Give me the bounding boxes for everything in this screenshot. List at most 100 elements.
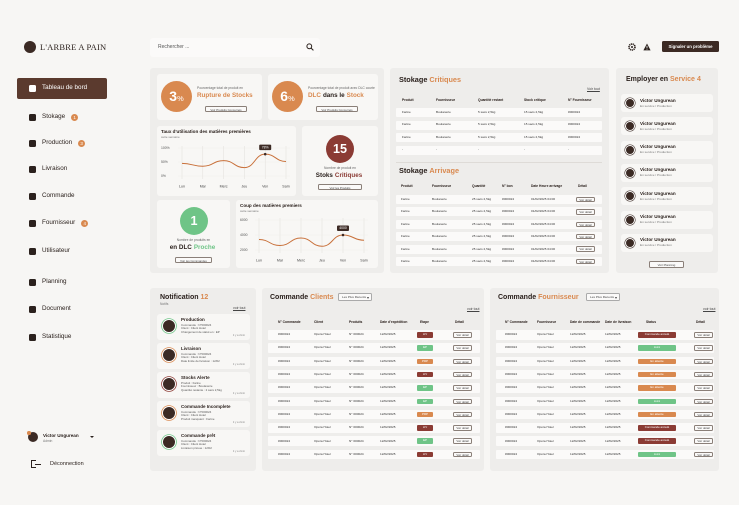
table-cell: Opéra Hotel (537, 451, 554, 456)
table-cell: 12/02/2025 (605, 398, 621, 403)
nav-item[interactable]: Fournisseur 4 (29, 218, 89, 228)
link[interactable]: Voir tout (587, 87, 600, 91)
filter-dropdown[interactable]: Les Plus Récents (586, 293, 620, 301)
filter-dropdown[interactable]: Les Plus Récents (338, 293, 372, 301)
button[interactable]: Voir détail (694, 385, 713, 391)
employee-name: Victor Ungurean (640, 190, 676, 196)
button[interactable]: Voir détail (694, 358, 713, 365)
status-badge: Livré (638, 398, 676, 404)
search-box[interactable] (150, 38, 320, 57)
button[interactable]: Voir détail (576, 221, 595, 228)
user-menu-caret[interactable] (90, 436, 94, 438)
link[interactable]: voir tout (233, 306, 246, 310)
notification-time: il y a 2min (233, 420, 246, 424)
status-badge: LIV (417, 451, 433, 458)
button[interactable]: Voir détail (576, 209, 595, 215)
button[interactable]: Voir détail (453, 358, 472, 365)
notification-title: Stocks Alerte (181, 375, 210, 380)
nav-label: Fournisseur (42, 218, 76, 226)
table-cell: 12/02/2025 (380, 345, 396, 350)
x-tick-label: Mar (200, 184, 207, 188)
button[interactable]: Voir Produits Concernés (205, 106, 247, 112)
table-row (396, 244, 602, 254)
table-cell: 25 sacs 2,5kg (472, 234, 492, 239)
table-cell: 12/02/2025 (380, 372, 396, 377)
nav-item[interactable]: Document (29, 305, 71, 314)
warning-icon[interactable] (643, 43, 651, 51)
button[interactable]: Voir détail (694, 438, 713, 444)
section-subtitle: Notifs (160, 301, 169, 306)
x-tick-label: Sam (282, 184, 289, 188)
button[interactable]: Voir détail (576, 233, 595, 240)
nav-item[interactable]: Stokage 1 (29, 113, 79, 122)
title-part: Critiques (429, 75, 462, 84)
button[interactable]: Voir les Produits (318, 184, 362, 190)
button[interactable]: Voir détail (576, 258, 595, 265)
button[interactable]: Voir détail (453, 411, 472, 418)
button[interactable]: Voir les Commandes (175, 257, 212, 263)
table-cell: Farine (402, 122, 411, 127)
button[interactable]: Signaler un problème (662, 41, 719, 52)
nav-item[interactable]: Livraison (29, 165, 67, 174)
button[interactable]: Voir détail (694, 332, 713, 338)
table-cell: 25 sacs 2,5kg (472, 221, 492, 226)
nav-item[interactable]: Tableau de bord (29, 84, 87, 93)
nav-active-bg (17, 77, 107, 99)
table-cell: Opéra Hotel (314, 385, 331, 390)
button[interactable]: Voir détail (694, 411, 713, 418)
table-header: Quantité restant (478, 98, 504, 102)
button[interactable]: Voir détail (453, 345, 472, 351)
section-title: Commande Fournisseur (498, 294, 581, 301)
button[interactable]: Voir détail (453, 332, 472, 338)
button[interactable]: Voir détail (694, 371, 713, 378)
nav-item[interactable]: Production 3 (29, 139, 86, 148)
link[interactable]: voir tout (703, 307, 716, 311)
button[interactable]: Voir détail (694, 345, 713, 351)
kpi-circle: 15 (326, 135, 354, 163)
button[interactable]: Voir Produits Concernés (316, 106, 358, 112)
button[interactable]: Voir détail (694, 425, 713, 431)
button[interactable]: Voir détail (453, 385, 472, 391)
nav-item[interactable]: Utilisateur (29, 247, 70, 256)
kpi-circle: 6% (272, 81, 303, 112)
nav-item[interactable]: Statistique (29, 333, 71, 342)
table-row (268, 330, 480, 340)
button[interactable]: Voir Planning (649, 261, 684, 268)
nav-icon (29, 139, 36, 147)
button[interactable]: Voir détail (694, 398, 713, 404)
link[interactable]: voir tout (467, 307, 480, 311)
button[interactable]: Voir détail (576, 196, 595, 203)
notification-line: Quantité restante : 2 sacs 2,5kg (181, 387, 222, 392)
x-tick-label: Lun (256, 258, 262, 262)
filter-label: Les Plus Récents (342, 295, 367, 300)
table-row (396, 108, 602, 117)
button[interactable]: Voir détail (694, 451, 713, 458)
table-cell: 12/02/2025 (380, 332, 396, 337)
nav-item[interactable]: Planning (29, 278, 67, 287)
status-badge: Commande annulé (638, 425, 676, 431)
table-cell: #000024 (505, 398, 518, 403)
kpi-unit: % (177, 94, 184, 103)
search-icon[interactable] (306, 43, 314, 51)
kpi-title: en DLC Proche (157, 244, 230, 251)
button[interactable]: Voir détail (453, 398, 472, 404)
table-cell: 12/02/2025 (605, 451, 621, 456)
table-header: Client (314, 320, 324, 324)
table-cell: 12/02/2025 (380, 385, 396, 390)
table-cell: #000024 (278, 345, 291, 350)
card (621, 233, 713, 252)
kpi-value: 6 (280, 88, 289, 104)
x-tick-label: Merc (297, 258, 305, 262)
button[interactable]: Voir détail (576, 246, 595, 252)
settings-icon[interactable] (628, 43, 636, 51)
button[interactable]: Voir détail (453, 371, 472, 378)
logout[interactable]: Déconnection (50, 461, 84, 467)
table-cell: Farine (402, 109, 411, 114)
button[interactable]: Voir détail (453, 425, 472, 431)
table-cell: 12/02/2025 (605, 358, 621, 363)
table-cell: #000024 (505, 345, 518, 350)
button[interactable]: Voir détail (453, 438, 472, 444)
nav-item[interactable]: Commande (29, 192, 75, 201)
button[interactable]: Voir détail (453, 451, 472, 458)
notification-line: Commande : N°000024 (181, 409, 212, 414)
